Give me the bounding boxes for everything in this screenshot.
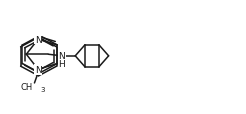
Text: N: N [35,65,42,74]
Text: 3: 3 [41,86,45,92]
Text: N: N [59,52,65,61]
Text: H: H [59,60,65,69]
Text: N: N [35,35,42,44]
Text: CH: CH [21,82,33,91]
